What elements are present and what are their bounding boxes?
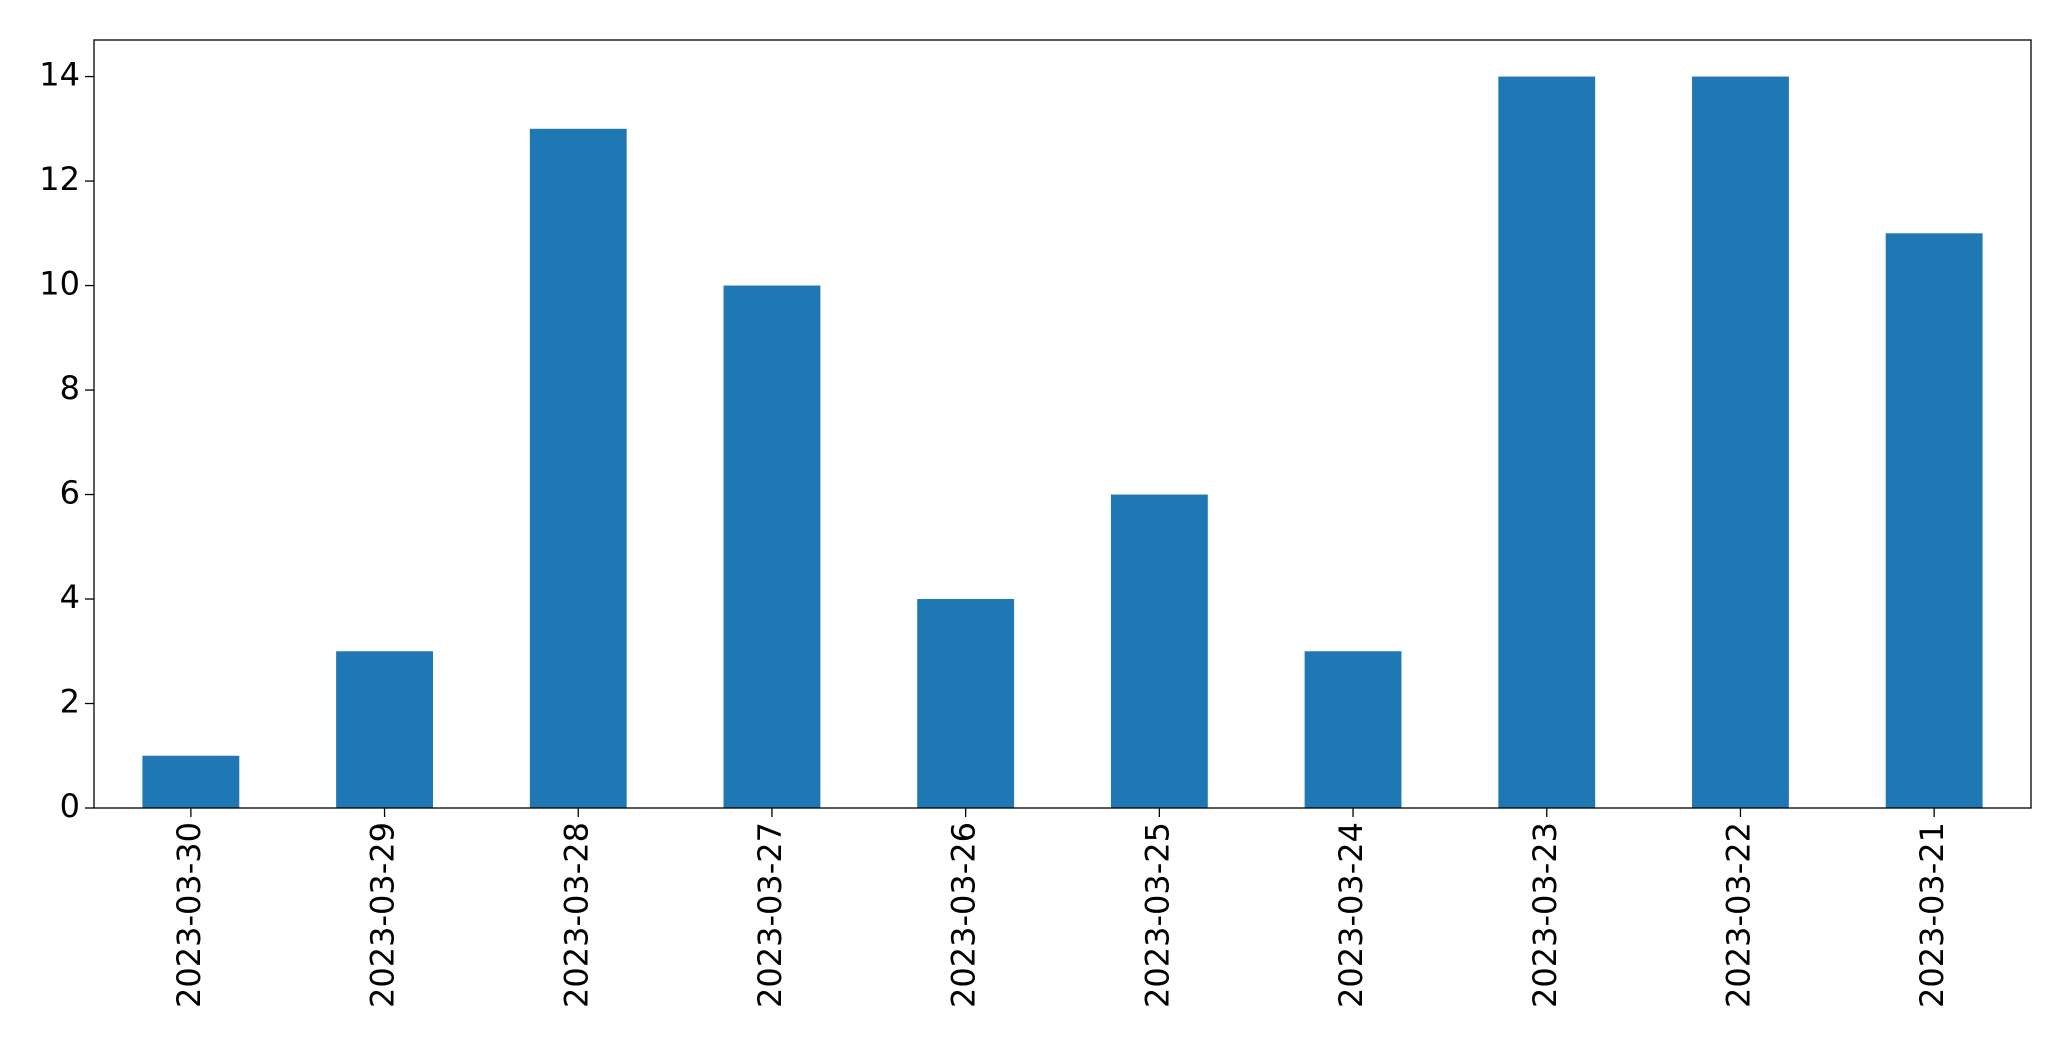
bar bbox=[1885, 233, 1983, 808]
bar bbox=[1498, 76, 1596, 809]
y-tick-label: 14 bbox=[39, 56, 80, 94]
bar bbox=[529, 128, 627, 808]
x-tick-label: 2023-03-23 bbox=[1526, 822, 1564, 1008]
bar bbox=[1110, 494, 1208, 808]
bar bbox=[336, 651, 433, 808]
bar bbox=[1304, 651, 1402, 808]
x-tick-label: 2023-03-27 bbox=[751, 822, 789, 1008]
bar bbox=[723, 285, 821, 808]
y-tick-label: 12 bbox=[39, 160, 80, 198]
axes-frame bbox=[93, 39, 2032, 809]
x-tick-label: 2023-03-28 bbox=[557, 822, 595, 1008]
x-tick-label: 2023-03-30 bbox=[170, 822, 208, 1008]
y-tick-label: 0 bbox=[60, 787, 80, 825]
y-tick-label: 8 bbox=[60, 369, 80, 407]
y-tick-label: 10 bbox=[39, 265, 80, 303]
y-tick-label: 2 bbox=[60, 683, 80, 721]
x-tick-label: 2023-03-29 bbox=[364, 822, 402, 1008]
y-tick-label: 6 bbox=[60, 474, 80, 512]
x-tick-label: 2023-03-25 bbox=[1138, 822, 1176, 1008]
bar bbox=[142, 755, 240, 808]
x-tick-label: 2023-03-26 bbox=[945, 822, 983, 1008]
y-tick-label: 4 bbox=[60, 578, 80, 616]
bar bbox=[917, 599, 1015, 808]
bar bbox=[1692, 76, 1789, 809]
x-tick-label: 2023-03-21 bbox=[1913, 822, 1951, 1008]
x-tick-label: 2023-03-24 bbox=[1332, 822, 1370, 1008]
x-tick-label: 2023-03-22 bbox=[1719, 822, 1757, 1008]
